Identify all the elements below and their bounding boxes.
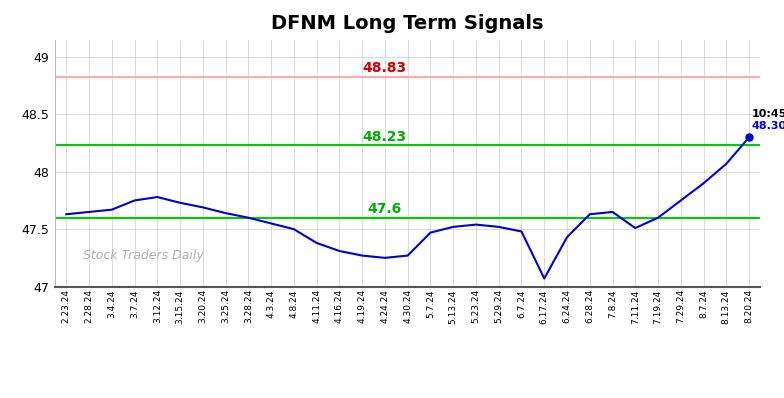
Text: 10:45: 10:45 [751, 109, 784, 119]
Text: 48.3001: 48.3001 [751, 121, 784, 131]
Text: 48.23: 48.23 [363, 130, 407, 144]
Text: Stock Traders Daily: Stock Traders Daily [83, 249, 204, 262]
Text: 47.6: 47.6 [368, 202, 402, 216]
Text: 48.83: 48.83 [363, 61, 407, 75]
Title: DFNM Long Term Signals: DFNM Long Term Signals [271, 14, 544, 33]
